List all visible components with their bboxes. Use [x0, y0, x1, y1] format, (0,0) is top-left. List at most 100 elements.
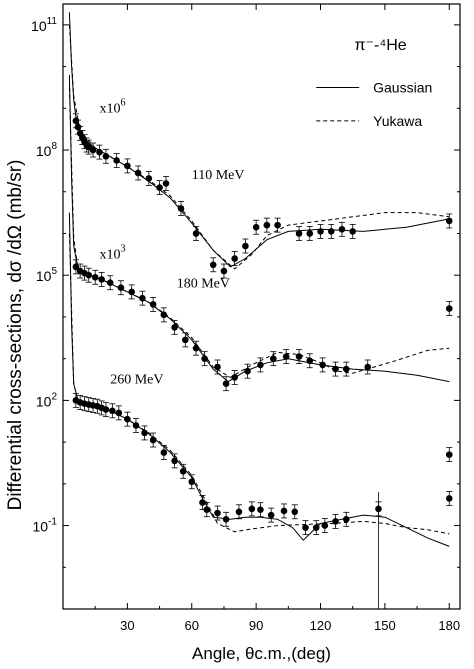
data-point-180-mev [85, 271, 93, 279]
data-point-260-mev [141, 429, 148, 437]
data-point-260-mev [248, 505, 256, 513]
data-point-180-mev [231, 374, 238, 381]
y-tick-label: 108 [36, 141, 58, 159]
annotation-label: x106 [99, 97, 125, 116]
data-point-260-mev [102, 406, 110, 413]
data-point-180-mev [171, 324, 178, 331]
data-point-260-mev [332, 518, 339, 525]
y-tick-label: 10-1 [33, 517, 58, 535]
data-point-110-mev [177, 205, 185, 212]
data-point-260-mev [160, 449, 168, 456]
x-tick-label: 30 [120, 618, 134, 633]
data-point-260-mev [109, 407, 116, 415]
y-axis-label-wrap: Differential cross-sections, dσ /dΩ (mb/… [5, 100, 36, 570]
x-tick-label: 90 [249, 618, 263, 633]
data-point-180-mev [257, 361, 264, 369]
data-point-110-mev [102, 152, 110, 160]
y-tick-label: 102 [36, 391, 58, 409]
data-point-180-mev [98, 276, 105, 283]
x-axis-label: Angle, θc.m.,(deg) [192, 644, 331, 663]
axes-layer [62, 3, 461, 610]
text-layer: 30 60 90 120 150 180 10-1 102 105 108 1011 π⁻-⁴He Ga… [31, 16, 460, 663]
data-point-110-mev [156, 184, 163, 191]
data-point-110-mev [242, 242, 249, 250]
data-point-110-mev [349, 228, 357, 235]
yukawa-curve-180-mev [68, 87, 450, 378]
data-point-260-mev [199, 499, 206, 506]
data-point-260-mev [291, 508, 299, 516]
data-point-180-mev [222, 380, 230, 387]
data-point-110-mev [145, 175, 153, 182]
data-point-110-mev [89, 146, 97, 154]
data-point-110-mev [327, 228, 335, 235]
data-point-110-mev [252, 223, 260, 231]
data-point-260-mev [124, 415, 131, 423]
data-point-260-mev [203, 506, 211, 513]
data-point-110-mev [162, 180, 170, 187]
x-tick-label: 150 [374, 618, 396, 633]
data-point-260-mev [445, 451, 453, 458]
data-point-180-mev [319, 361, 326, 369]
data-point-260-mev [235, 508, 243, 516]
data-point-110-mev [124, 162, 131, 170]
data-point-110-mev [134, 169, 142, 177]
y-tick-label: 105 [36, 266, 58, 284]
data-point-180-mev [149, 301, 157, 308]
chart-title: π⁻-⁴He [355, 37, 407, 54]
x-tick-label: 60 [185, 618, 199, 633]
data-point-260-mev [132, 422, 140, 429]
data-point-180-mev [117, 284, 125, 292]
annotation-label: 180 MeV [177, 277, 230, 292]
annotation-label: 110 MeV [192, 168, 245, 183]
data-point-260-mev [257, 506, 264, 513]
data-point-180-mev [332, 365, 339, 373]
data-point-180-mev [244, 367, 251, 375]
annotation-label: x103 [99, 244, 125, 263]
data-point-260-mev [302, 524, 309, 531]
data-point-260-mev [280, 507, 288, 515]
data-point-260-mev [445, 495, 453, 502]
data-point-110-mev [209, 261, 217, 269]
data-point-260-mev [149, 436, 157, 444]
data-point-110-mev [274, 221, 281, 229]
data-point-110-mev [338, 226, 346, 233]
data-point-260-mev [222, 515, 230, 523]
legend-label-gaussian: Gaussian [373, 79, 432, 95]
y-axis-label: Differential cross-sections, dσ /dΩ (mb/… [6, 160, 26, 511]
data-point-260-mev [115, 409, 123, 417]
data-point-260-mev [188, 478, 196, 486]
data-point-180-mev [182, 336, 189, 344]
points-layer [72, 113, 453, 609]
data-point-110-mev [96, 148, 103, 156]
legend-label-yukawa: Yukawa [373, 113, 422, 129]
data-point-180-mev [270, 355, 277, 362]
data-point-180-mev [295, 353, 303, 360]
data-point-110-mev [306, 230, 314, 237]
data-point-180-mev [192, 344, 200, 352]
data-point-180-mev [106, 279, 114, 287]
data-point-260-mev [321, 522, 329, 529]
data-point-260-mev [342, 515, 350, 523]
data-point-110-mev [445, 217, 453, 225]
plot-frame [62, 3, 461, 610]
data-point-180-mev [201, 355, 208, 362]
data-point-110-mev [295, 230, 303, 237]
data-point-180-mev [306, 357, 314, 365]
data-point-180-mev [128, 288, 135, 296]
data-point-110-mev [72, 117, 80, 125]
yukawa-curve-110-mev [68, 24, 450, 270]
data-point-110-mev [220, 267, 228, 275]
data-point-180-mev [91, 273, 99, 281]
data-point-180-mev [160, 311, 168, 319]
data-point-180-mev [282, 353, 290, 360]
data-point-260-mev [312, 524, 320, 531]
data-point-180-mev [139, 294, 146, 302]
data-point-110-mev [113, 157, 120, 164]
data-point-180-mev [445, 305, 453, 312]
y-tick-label: 1011 [31, 16, 57, 34]
data-point-110-mev [317, 228, 324, 235]
data-point-260-mev [179, 468, 187, 475]
data-point-110-mev [263, 221, 271, 229]
data-point-260-mev [171, 457, 178, 465]
